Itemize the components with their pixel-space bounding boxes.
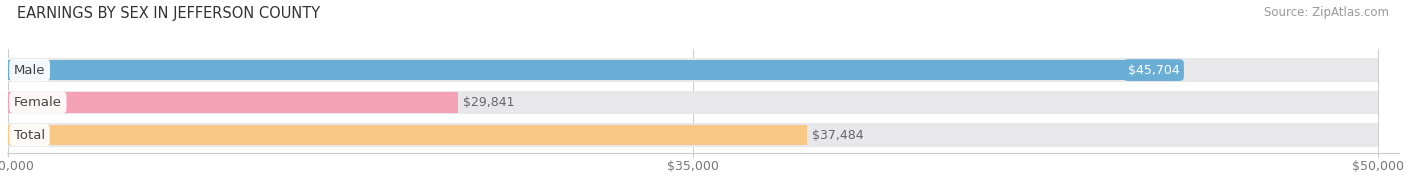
Bar (8, 91, 1378, 114)
Bar (8, 58, 1378, 82)
Text: $29,841: $29,841 (464, 96, 515, 109)
Text: Male: Male (14, 64, 45, 77)
Text: $45,704: $45,704 (1128, 64, 1180, 77)
Bar (8, 60, 1182, 80)
Text: EARNINGS BY SEX IN JEFFERSON COUNTY: EARNINGS BY SEX IN JEFFERSON COUNTY (17, 6, 321, 21)
Bar (8, 125, 807, 145)
Text: Source: ZipAtlas.com: Source: ZipAtlas.com (1264, 6, 1389, 19)
Text: Total: Total (14, 129, 45, 142)
Bar (8, 123, 1378, 147)
Text: Female: Female (14, 96, 62, 109)
Text: $37,484: $37,484 (813, 129, 863, 142)
Bar (8, 93, 458, 113)
